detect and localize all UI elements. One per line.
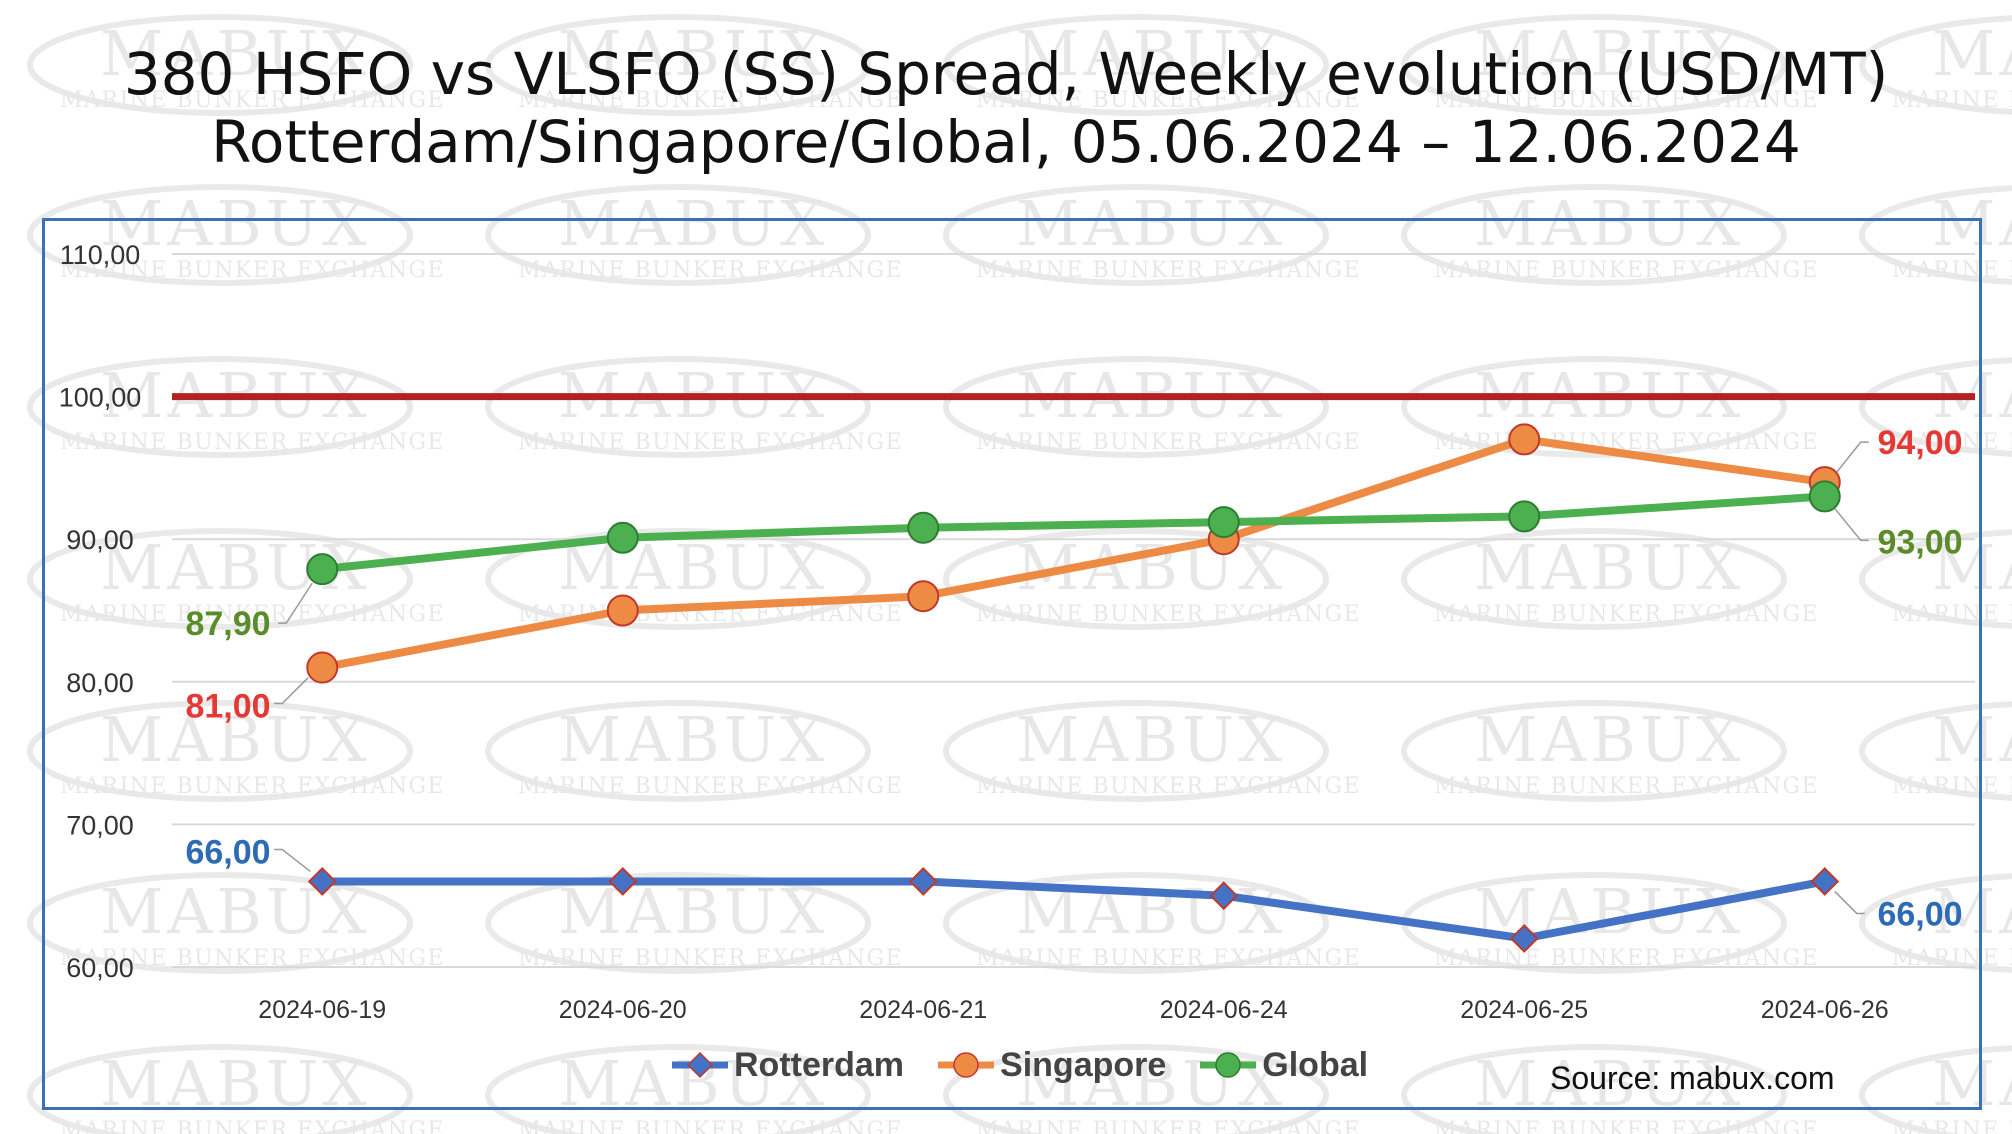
- series-singapore: [306, 423, 1841, 684]
- data-label-leader: [274, 848, 311, 873]
- series-line-global: [321, 492, 1826, 574]
- data-point-singapore: [907, 580, 940, 613]
- legend-item-singapore: Singapore: [936, 1045, 1166, 1085]
- data-point-global: [306, 553, 339, 586]
- y-tick-label: 100,00: [59, 383, 142, 413]
- chart-title: 380 HSFO vs VLSFO (SS) Spread, Weekly ev…: [0, 40, 2012, 176]
- legend-label-global: Global: [1262, 1045, 1369, 1084]
- data-label-singapore: 81,00: [185, 688, 270, 726]
- data-point-rotterdam: [1209, 881, 1239, 911]
- series-line-singapore: [321, 435, 1826, 672]
- legend-swatch-rotterdam: [672, 1051, 728, 1079]
- x-tick-label: 2024-06-25: [1460, 996, 1588, 1024]
- data-point-rotterdam: [1810, 867, 1840, 896]
- y-tick-label: 60,00: [66, 953, 134, 983]
- data-label-leader: [278, 582, 313, 624]
- data-point-rotterdam: [608, 867, 638, 896]
- chart-frame: [42, 218, 1982, 1110]
- y-tick-label: 70,00: [66, 810, 134, 840]
- data-point-singapore: [606, 594, 639, 627]
- chart-title-line-1: 380 HSFO vs VLSFO (SS) Spread, Weekly ev…: [123, 40, 1889, 108]
- y-tick-label: 80,00: [66, 668, 134, 698]
- series-line-rotterdam: [322, 877, 1826, 943]
- data-point-singapore: [1508, 423, 1541, 456]
- data-point-global: [606, 521, 639, 554]
- data-labels: 66,00 66,00 81,00 94,00 87,90 93,00: [185, 424, 1962, 933]
- series-rotterdam: [307, 867, 1840, 953]
- data-label-leader: [1834, 507, 1869, 542]
- data-label-rotterdam: 66,00: [1877, 895, 1962, 933]
- x-tick-label: 2024-06-26: [1761, 996, 1889, 1024]
- data-label-leader: [1834, 890, 1865, 915]
- data-label-leader: [1836, 441, 1869, 473]
- x-tick-label: 2024-06-24: [1160, 996, 1288, 1024]
- x-tick-label: 2024-06-19: [258, 996, 386, 1024]
- x-tick-label: 2024-06-21: [859, 996, 987, 1024]
- legend-swatch-global: [1200, 1052, 1257, 1078]
- x-tick-label: 2024-06-20: [559, 996, 687, 1024]
- legend-swatch-singapore: [938, 1052, 995, 1078]
- chart-title-line-2: Rotterdam/Singapore/Global, 05.06.2024 –…: [211, 108, 1801, 176]
- x-axis: 2024-06-19 2024-06-20 2024-06-21 2024-06-24…: [258, 996, 1888, 1024]
- legend-item-global: Global: [1198, 1045, 1368, 1085]
- data-label-leader: [274, 677, 309, 705]
- data-label-global: 93,00: [1877, 523, 1962, 561]
- data-point-global: [1808, 480, 1841, 513]
- source-credit: Source: mabux.com: [1550, 1060, 1835, 1096]
- data-label-singapore: 94,00: [1877, 424, 1962, 462]
- data-point-rotterdam: [1509, 924, 1539, 953]
- series-global: [306, 480, 1841, 586]
- legend-label-singapore: Singapore: [1000, 1045, 1167, 1084]
- y-gridlines: 60,00 70,00 80,00 90,00 100,00 110,00: [59, 240, 1975, 983]
- y-tick-label: 110,00: [60, 240, 141, 270]
- data-point-global: [1207, 506, 1240, 539]
- y-tick-label: 90,00: [66, 525, 134, 555]
- legend-label-rotterdam: Rotterdam: [734, 1045, 905, 1084]
- data-point-global: [907, 511, 940, 544]
- data-label-rotterdam: 66,00: [185, 833, 270, 871]
- data-point-singapore: [306, 651, 339, 684]
- data-point-rotterdam: [307, 867, 337, 896]
- legend-item-rotterdam: Rotterdam: [670, 1045, 904, 1085]
- chart-legend: Rotterdam Singapore Global: [670, 1045, 1392, 1085]
- data-point-global: [1508, 500, 1541, 533]
- data-point-rotterdam: [908, 867, 938, 896]
- data-label-global: 87,90: [185, 605, 270, 643]
